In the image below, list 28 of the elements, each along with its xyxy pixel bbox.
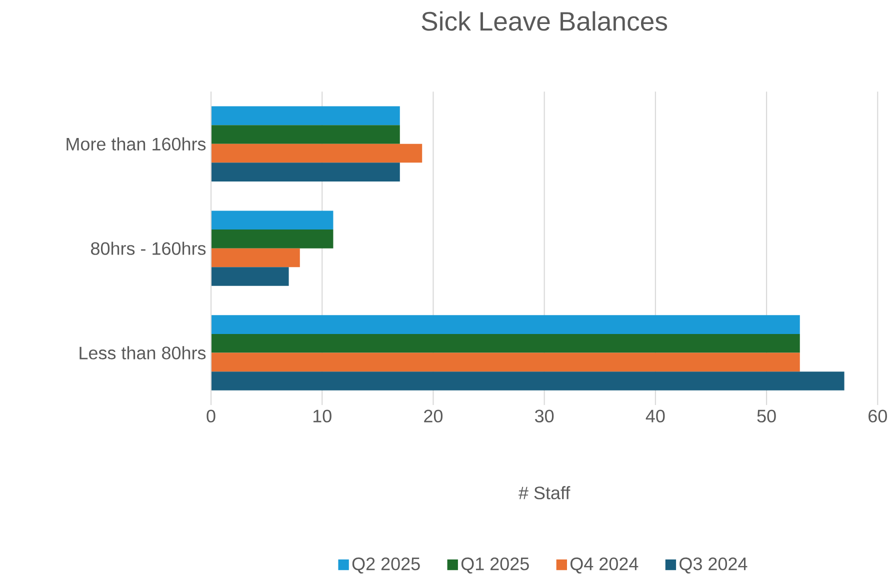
bar xyxy=(211,315,800,334)
x-tick-label: 60 xyxy=(868,410,887,422)
bar xyxy=(211,210,334,230)
bar xyxy=(211,267,289,286)
bar xyxy=(211,125,400,144)
bar xyxy=(211,144,422,163)
legend-label: Q3 2024 xyxy=(680,558,748,574)
x-tick-label: 10 xyxy=(313,410,332,422)
x-tick-label: 50 xyxy=(757,410,776,422)
bar xyxy=(211,230,334,248)
y-tick-label: Less than 80hrs xyxy=(80,346,206,360)
y-tick-label: More than 160hrs xyxy=(66,137,206,150)
bar xyxy=(211,248,300,268)
bar xyxy=(211,162,400,182)
chart-title: Sick Leave Balances xyxy=(422,11,668,31)
x-tick-label: 30 xyxy=(535,410,554,422)
x-tick-label: 40 xyxy=(646,410,665,422)
x-axis-title: # Staff xyxy=(518,486,570,500)
legend-label: Q4 2024 xyxy=(570,558,638,574)
x-tick-label: 20 xyxy=(424,410,443,422)
legend-label: Q2 2025 xyxy=(352,558,420,574)
legend-label: Q1 2025 xyxy=(461,558,529,574)
bar xyxy=(211,372,844,390)
bar xyxy=(211,106,400,126)
y-tick-label: 80hrs - 160hrs xyxy=(91,242,206,255)
bar xyxy=(211,334,800,353)
bar xyxy=(211,352,800,372)
x-tick-label: 0 xyxy=(206,410,216,422)
